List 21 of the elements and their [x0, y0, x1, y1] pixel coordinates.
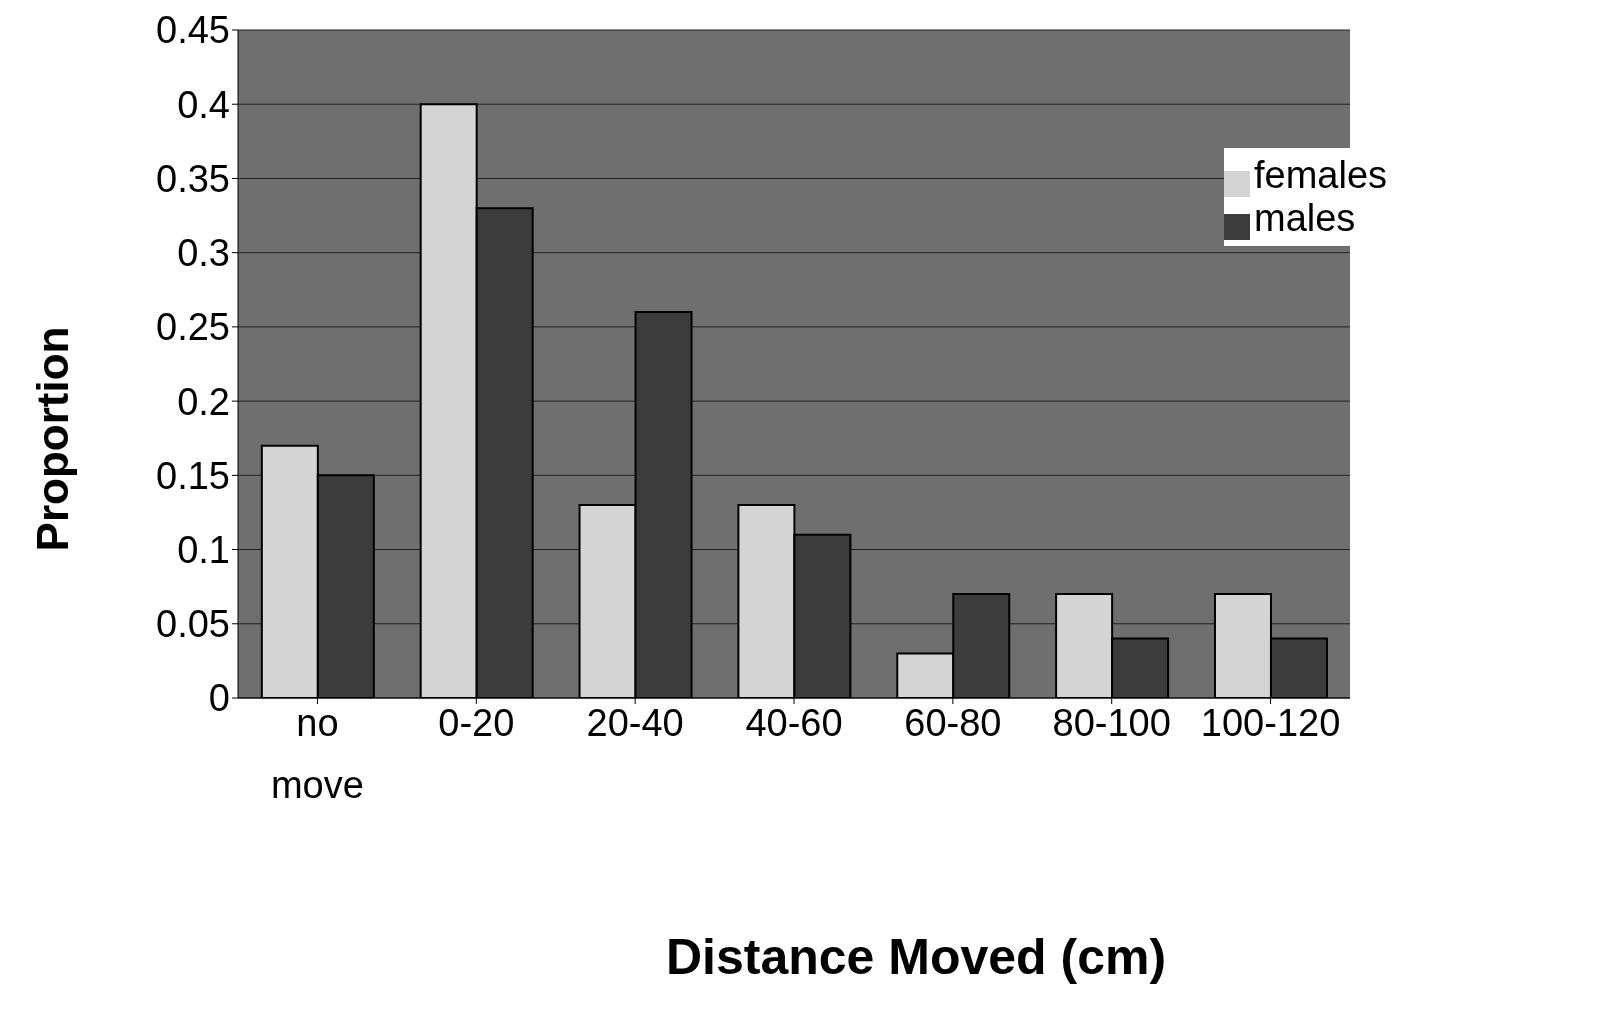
y-axis-title: Proportion: [28, 326, 78, 552]
legend-label: males: [1254, 197, 1356, 239]
x-tick-label: 0-20: [438, 702, 515, 744]
y-tick-label: 0.3: [177, 232, 230, 275]
y-tick-label: 0.25: [156, 306, 230, 349]
y-tick-label: 0.05: [156, 603, 230, 646]
x-tick-label: 100-120: [1200, 702, 1341, 744]
x-tick-label: 20-40: [586, 702, 684, 744]
x-tick-label: 60-80: [904, 702, 1002, 744]
y-tick-label: 0: [208, 677, 230, 720]
y-tick-label: 0.1: [177, 529, 230, 572]
y-tick-label: 0.35: [156, 157, 230, 200]
x-tick-label: no move: [270, 702, 364, 806]
y-tick-label: 0.45: [156, 9, 230, 52]
legend-label: females: [1254, 154, 1388, 196]
y-tick-label: 0.15: [156, 454, 230, 497]
x-tick-label: 80-100: [1052, 702, 1171, 744]
x-tick-label: 40-60: [745, 702, 843, 744]
y-tick-label: 0.4: [177, 83, 230, 126]
y-tick-label: 0.2: [177, 380, 230, 423]
x-axis-title: Distance Moved (cm): [664, 928, 1168, 986]
